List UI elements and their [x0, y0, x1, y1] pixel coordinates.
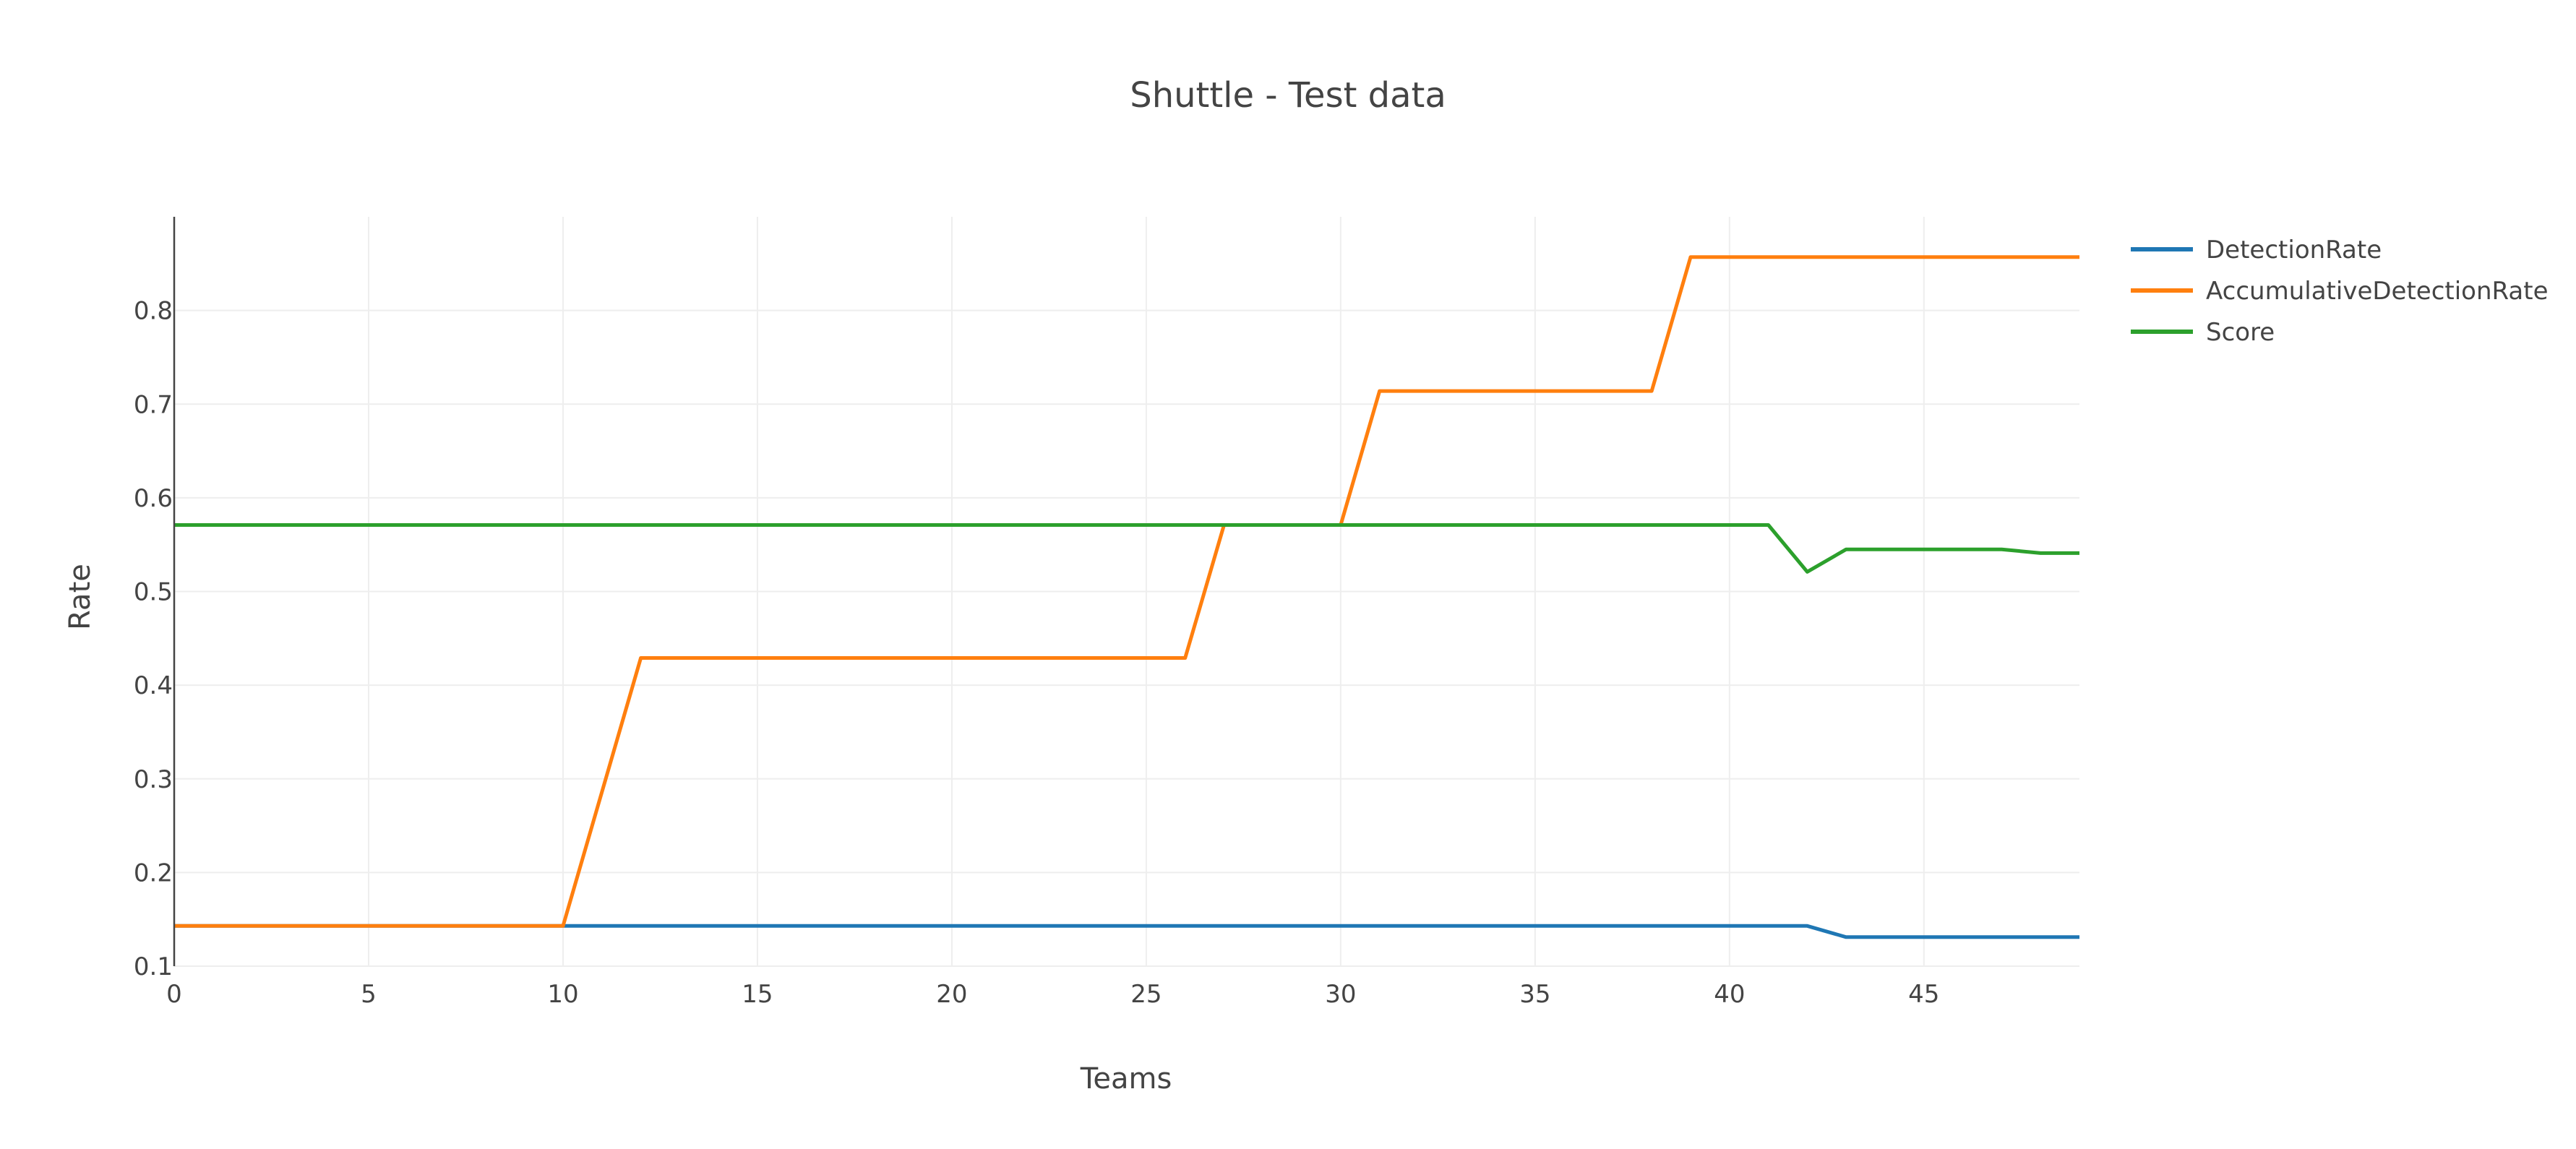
y-tick-label: 0.6 [134, 484, 173, 513]
x-tick-label: 25 [1130, 980, 1162, 1009]
legend-item-accumulative-detection-rate[interactable]: AccumulativeDetectionRate [2131, 277, 2549, 306]
x-tick-label: 40 [1714, 980, 1745, 1009]
x-tick-label: 30 [1325, 980, 1356, 1009]
y-tick-label: 0.4 [134, 671, 173, 700]
x-tick-label: 15 [742, 980, 773, 1009]
x-tick-label: 20 [936, 980, 967, 1009]
series-lines [174, 255, 2079, 939]
y-tick-label: 0.8 [134, 297, 173, 326]
y-tick-label: 0.1 [134, 952, 173, 981]
legend-label: DetectionRate [2206, 236, 2382, 264]
y-tick-label: 0.5 [134, 578, 173, 607]
series-line-detection-rate [174, 924, 2079, 939]
series-line-score [174, 523, 2079, 574]
chart-title: Shuttle - Test data [1130, 75, 1446, 116]
tick-labels: 0 5 10 15 20 25 30 35 40 45 0.1 0.2 0.3 0.4 0.5 0.6 0.7 0… [134, 297, 1940, 1009]
legend-label: Score [2206, 318, 2275, 347]
x-tick-label: 10 [547, 980, 578, 1009]
y-tick-label: 0.2 [134, 858, 173, 887]
y-tick-label: 0.7 [134, 390, 173, 419]
x-tick-label: 5 [361, 980, 377, 1009]
legend-item-score[interactable]: Score [2131, 318, 2275, 347]
legend-item-detection-rate[interactable]: DetectionRate [2131, 236, 2382, 264]
legend-label: AccumulativeDetectionRate [2206, 277, 2549, 306]
x-tick-label: 0 [166, 980, 182, 1009]
grid-lines [174, 217, 2079, 967]
y-axis-title: Rate [64, 564, 97, 630]
x-axis-title: Teams [1080, 1062, 1172, 1096]
x-tick-label: 45 [1908, 980, 1939, 1009]
x-tick-label: 35 [1519, 980, 1550, 1009]
y-tick-label: 0.3 [134, 765, 173, 794]
legend[interactable]: DetectionRate AccumulativeDetectionRate Sc… [2131, 236, 2549, 347]
